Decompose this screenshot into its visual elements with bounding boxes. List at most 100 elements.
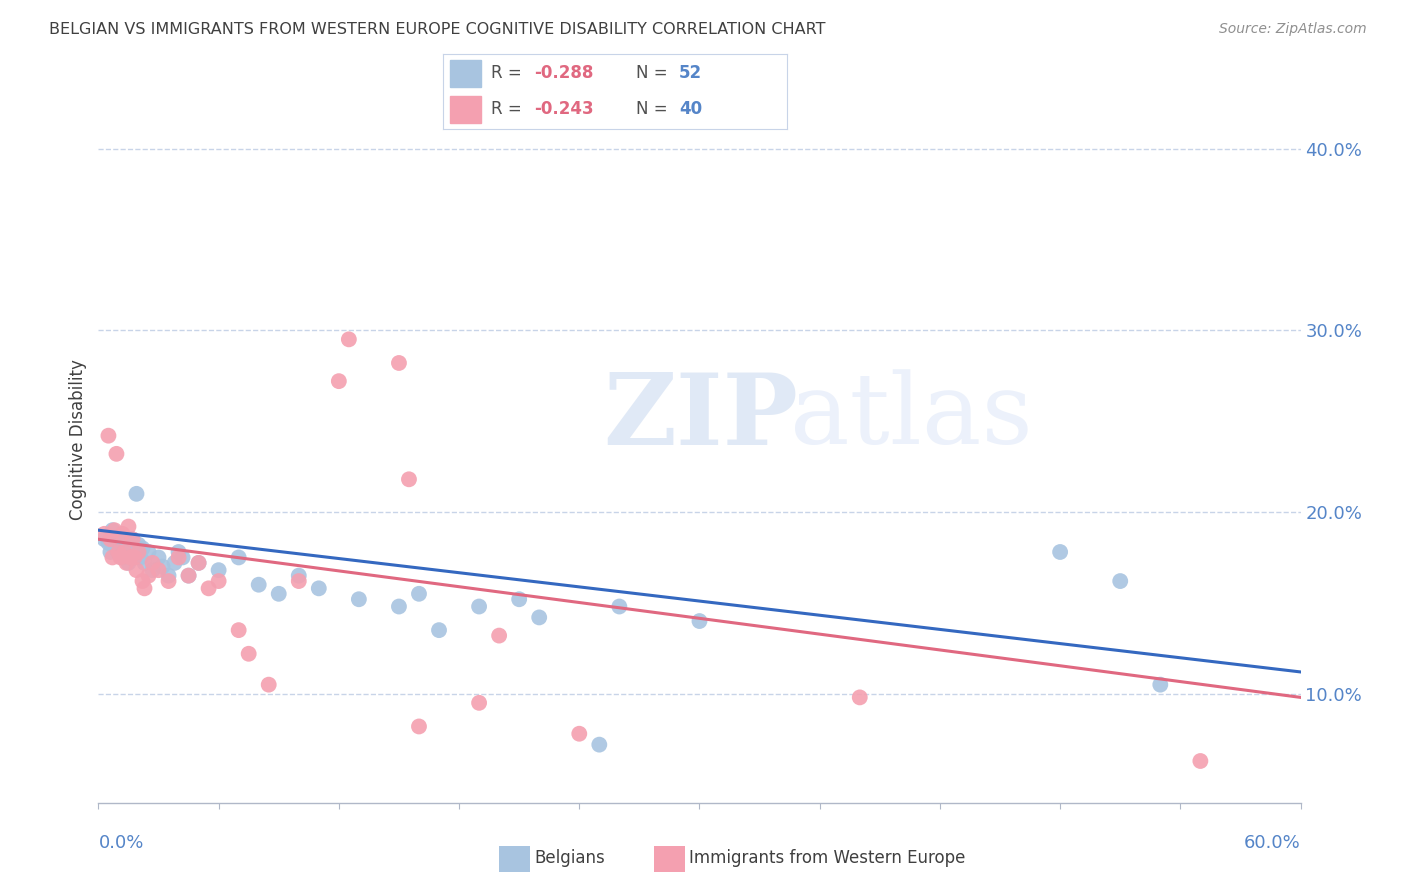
Point	[141, 556, 163, 570]
Point	[121, 533, 143, 547]
Point	[177, 568, 200, 582]
Point	[228, 550, 250, 565]
Point	[93, 533, 115, 547]
Point	[111, 550, 134, 565]
Point	[167, 550, 190, 565]
Point	[100, 533, 122, 547]
Text: 0.0%: 0.0%	[98, 834, 143, 852]
Point	[508, 592, 530, 607]
Point	[288, 568, 311, 582]
Point	[208, 563, 231, 577]
Text: BELGIAN VS IMMIGRANTS FROM WESTERN EUROPE COGNITIVE DISABILITY CORRELATION CHART: BELGIAN VS IMMIGRANTS FROM WESTERN EUROP…	[49, 22, 825, 37]
Point	[107, 545, 129, 559]
Point	[1049, 545, 1071, 559]
Point	[1109, 574, 1132, 588]
Point	[689, 614, 711, 628]
Point	[609, 599, 631, 614]
Point	[427, 623, 450, 637]
Y-axis label: Cognitive Disability: Cognitive Disability	[69, 359, 87, 520]
Point	[337, 332, 360, 346]
Point	[187, 556, 209, 570]
Point	[117, 556, 139, 570]
Point	[120, 550, 142, 565]
Bar	[450, 61, 481, 87]
Point	[117, 538, 139, 552]
Point	[97, 428, 120, 442]
Point	[257, 678, 280, 692]
Point	[187, 556, 209, 570]
Point	[197, 582, 219, 596]
Point	[238, 647, 260, 661]
Point	[468, 599, 491, 614]
Point	[247, 578, 270, 592]
Text: N =: N =	[636, 64, 672, 82]
Point	[388, 599, 411, 614]
Point	[134, 582, 156, 596]
Point	[97, 536, 120, 550]
Point	[138, 568, 160, 582]
Point	[114, 545, 136, 559]
Point	[148, 550, 170, 565]
Point	[125, 487, 148, 501]
Text: -0.288: -0.288	[534, 64, 593, 82]
Point	[111, 526, 134, 541]
Point	[117, 519, 139, 533]
Text: N =: N =	[636, 100, 672, 119]
Text: 52: 52	[679, 64, 702, 82]
Point	[115, 533, 138, 547]
Point	[468, 696, 491, 710]
Point	[177, 568, 200, 582]
Point	[208, 574, 231, 588]
Text: ZIP: ZIP	[603, 369, 799, 466]
Point	[488, 629, 510, 643]
Point	[131, 574, 153, 588]
Text: -0.243: -0.243	[534, 100, 593, 119]
Point	[529, 610, 551, 624]
Point	[103, 523, 125, 537]
Text: Source: ZipAtlas.com: Source: ZipAtlas.com	[1219, 22, 1367, 37]
Point	[157, 568, 180, 582]
Point	[125, 563, 148, 577]
Text: R =: R =	[491, 100, 527, 119]
Point	[148, 563, 170, 577]
Point	[172, 550, 194, 565]
Point	[568, 727, 591, 741]
Point	[849, 690, 872, 705]
Point	[408, 587, 430, 601]
Point	[131, 541, 153, 556]
Point	[114, 541, 136, 556]
Point	[110, 536, 132, 550]
Point	[1149, 678, 1171, 692]
Point	[103, 533, 125, 547]
Point	[157, 574, 180, 588]
Point	[267, 587, 290, 601]
Point	[288, 574, 311, 588]
Point	[105, 541, 128, 556]
Point	[124, 550, 146, 565]
Bar	[450, 96, 481, 122]
Point	[120, 545, 142, 559]
Point	[167, 545, 190, 559]
Point	[107, 545, 129, 559]
Point	[152, 559, 174, 574]
Point	[228, 623, 250, 637]
Point	[388, 356, 411, 370]
Point	[100, 545, 122, 559]
Point	[115, 556, 138, 570]
Point	[398, 472, 420, 486]
Point	[110, 550, 132, 565]
Text: 40: 40	[679, 100, 702, 119]
Point	[1189, 754, 1212, 768]
Text: 60.0%: 60.0%	[1244, 834, 1301, 852]
Point	[105, 447, 128, 461]
Text: atlas: atlas	[790, 369, 1032, 466]
Point	[347, 592, 370, 607]
Point	[134, 556, 156, 570]
Point	[128, 545, 150, 559]
Point	[121, 533, 143, 547]
Text: R =: R =	[491, 64, 527, 82]
Point	[101, 523, 124, 537]
Point	[129, 550, 152, 565]
Point	[163, 556, 186, 570]
Point	[308, 582, 330, 596]
